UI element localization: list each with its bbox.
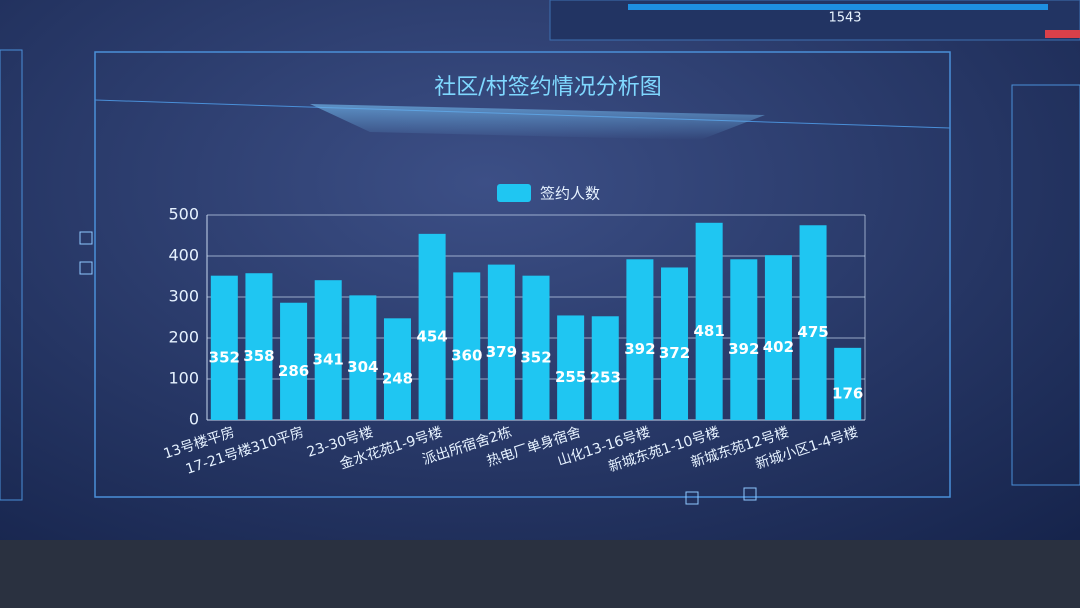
chart-title: 社区/村签约情况分析图 xyxy=(434,75,661,100)
value-label: 352 xyxy=(520,348,551,366)
frame-knob xyxy=(79,231,93,245)
bar xyxy=(245,273,273,420)
bar xyxy=(557,315,585,420)
value-label: 372 xyxy=(659,344,690,362)
legend-swatch xyxy=(497,184,531,202)
value-label: 392 xyxy=(728,340,759,358)
bar xyxy=(522,275,550,420)
value-label: 176 xyxy=(832,384,863,402)
left-panel xyxy=(0,49,23,501)
bar xyxy=(695,222,723,420)
value-label: 360 xyxy=(451,347,482,365)
bar xyxy=(730,259,758,420)
value-label: 454 xyxy=(416,327,447,345)
value-label: 392 xyxy=(624,340,655,358)
y-tick-label: 100 xyxy=(168,369,199,388)
y-tick-label: 300 xyxy=(168,287,199,306)
y-tick-label: 500 xyxy=(168,205,199,224)
y-tick-label: 200 xyxy=(168,328,199,347)
bar xyxy=(383,318,411,420)
value-label: 253 xyxy=(590,369,621,387)
bar xyxy=(280,302,308,420)
frame-knob xyxy=(743,487,757,501)
value-label: 379 xyxy=(486,343,517,361)
bar xyxy=(626,259,654,420)
value-label: 341 xyxy=(313,351,344,369)
bar xyxy=(453,272,481,420)
bar xyxy=(834,347,862,420)
chart-frame xyxy=(94,51,951,498)
value-label: 248 xyxy=(382,370,413,388)
value-label: 352 xyxy=(209,348,240,366)
bar xyxy=(314,280,342,420)
progress-value: 1543 xyxy=(828,11,861,26)
bar xyxy=(799,225,827,420)
value-label: 286 xyxy=(278,362,309,380)
bar xyxy=(349,295,377,420)
bar xyxy=(210,275,238,420)
legend-label: 签约人数 xyxy=(540,185,600,203)
progress-bar xyxy=(628,4,1048,10)
bar xyxy=(418,233,446,420)
value-label: 358 xyxy=(243,347,274,365)
value-label: 402 xyxy=(763,338,794,356)
value-label: 304 xyxy=(347,358,378,376)
bar xyxy=(487,264,515,420)
frame-knob xyxy=(685,491,699,505)
value-label: 255 xyxy=(555,368,586,386)
progress-end xyxy=(1045,30,1080,38)
bezel xyxy=(0,540,1080,608)
bar xyxy=(591,316,619,420)
bar xyxy=(661,267,689,420)
header-glow xyxy=(310,104,765,140)
bar xyxy=(764,255,792,420)
frame-knob xyxy=(79,261,93,275)
value-label: 481 xyxy=(694,322,725,340)
y-tick-label: 400 xyxy=(168,246,199,265)
y-tick-label: 0 xyxy=(189,410,199,429)
value-label: 475 xyxy=(797,323,828,341)
right-panel xyxy=(1011,84,1080,486)
